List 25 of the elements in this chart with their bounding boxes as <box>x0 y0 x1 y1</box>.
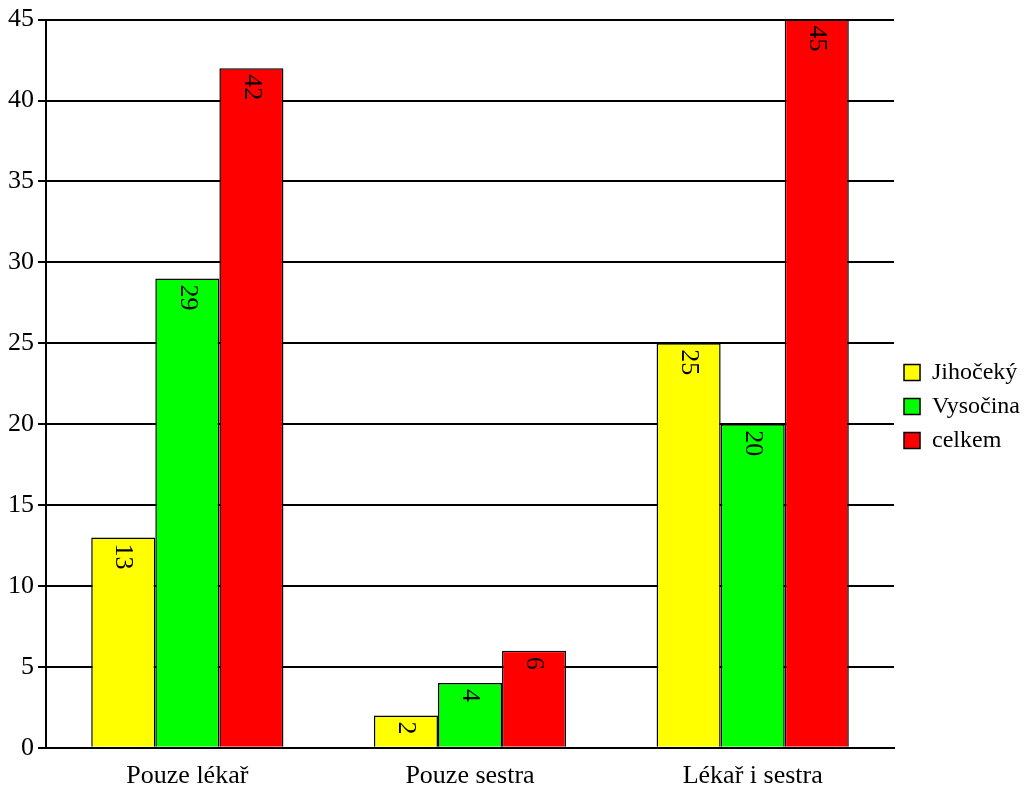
data-label: 4 <box>457 689 487 703</box>
y-tick-label: 45 <box>8 3 34 33</box>
data-label: 6 <box>521 656 551 670</box>
legend-label: celkem <box>932 425 1002 452</box>
y-tick-label: 0 <box>21 731 34 761</box>
x-tick-label: Lékař i sestra <box>682 760 824 790</box>
legend-label: Vysočina <box>932 391 1021 418</box>
data-label: 25 <box>675 349 705 376</box>
y-tick-label: 25 <box>8 327 34 357</box>
y-tick-label: 20 <box>8 407 34 437</box>
data-label: 2 <box>393 721 423 735</box>
y-tick-label: 5 <box>21 650 34 680</box>
y-tick-label: 35 <box>8 165 34 195</box>
y-tick-label: 40 <box>8 84 34 114</box>
data-label: 13 <box>110 543 140 570</box>
legend-label: Jihočeký <box>932 357 1018 384</box>
data-label: 45 <box>803 25 833 52</box>
y-tick-label: 10 <box>8 569 34 599</box>
x-tick-label: Pouze lékař <box>126 760 249 790</box>
y-tick-label: 30 <box>8 246 34 276</box>
x-tick-label: Pouze sestra <box>405 760 536 790</box>
data-label: 20 <box>739 430 769 457</box>
y-tick-label: 15 <box>8 488 34 518</box>
data-label: 42 <box>238 74 268 101</box>
data-label: 29 <box>174 284 204 311</box>
